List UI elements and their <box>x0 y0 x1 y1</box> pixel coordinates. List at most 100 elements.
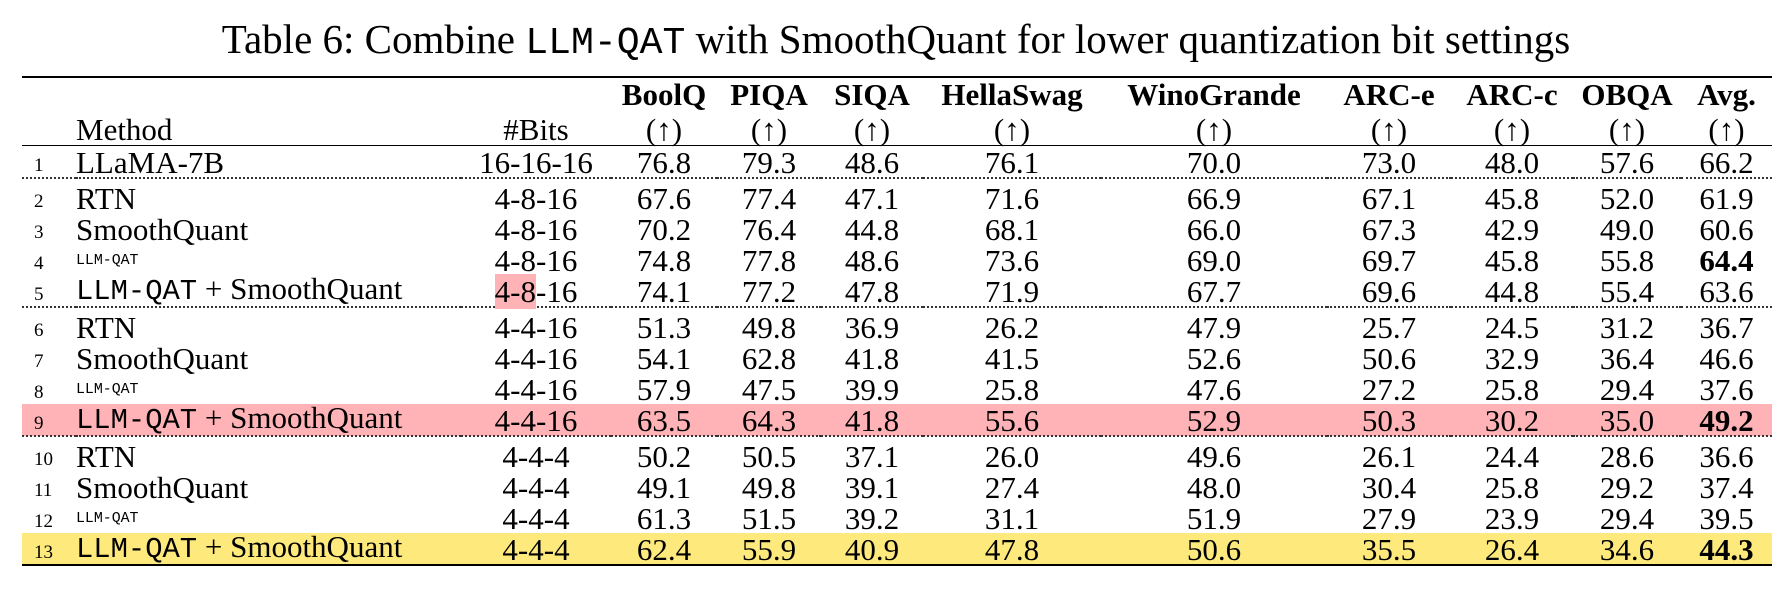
cell-obqa: 29.4 <box>1599 372 1655 407</box>
row-bits: 4-8-16 <box>494 243 578 278</box>
cell-arc-c: 25.8 <box>1484 470 1540 505</box>
cell-hellaswag: 31.1 <box>984 501 1040 536</box>
row-method-code: LLM-QAT <box>76 404 198 437</box>
row-bits: 4-4-4 <box>461 533 611 566</box>
cell-arc-e: 35.5 <box>1327 533 1451 566</box>
header-method: Method <box>76 112 461 146</box>
cell-obqa: 28.6 <box>1573 435 1681 472</box>
cell-arc-c: 45.8 <box>1451 177 1573 214</box>
header-arc-e: ARC-e <box>1327 76 1451 112</box>
row-index: 3 <box>34 222 44 243</box>
results-table-container: BoolQ PIQA SIQA HellaSwag WinoGrande ARC… <box>22 76 1772 566</box>
table-row: 4 LLM-QAT 4-8-16 74.8 77.8 48.6 73.6 69.… <box>22 243 1772 278</box>
header-row-arrows: Method #Bits (↑) (↑) (↑) (↑) (↑) (↑) (↑)… <box>22 112 1772 146</box>
cell-piqa: 49.8 <box>717 306 821 343</box>
cell-winogrande: 66.9 <box>1101 177 1327 214</box>
cell-winogrande: 47.6 <box>1186 372 1242 407</box>
cell-arc-c: 25.8 <box>1484 372 1540 407</box>
cell-boolq: 74.1 <box>636 274 692 309</box>
cell-winogrande: 66.0 <box>1186 212 1242 247</box>
bits-highlight: 4-8 <box>494 274 536 309</box>
cell-hellaswag: 73.6 <box>984 243 1040 278</box>
cell-arc-c: 45.8 <box>1484 243 1540 278</box>
table-row-highlighted: 13 LLM-QAT + SmoothQuant 4-4-4 62.4 55.9… <box>22 531 1772 566</box>
row-index: 9 <box>22 404 76 436</box>
row-index: 8 <box>34 382 44 403</box>
group-baseline: 1 LLaMA-7B 16-16-16 76.8 79.3 48.6 76.1 … <box>22 146 1772 179</box>
row-bits: 4-4-4 <box>502 501 570 536</box>
arrow-obqa: (↑) <box>1573 112 1681 146</box>
header-arc-c: ARC-c <box>1451 76 1573 112</box>
cell-obqa: 55.4 <box>1599 274 1655 309</box>
table-row: 1 LLaMA-7B 16-16-16 76.8 79.3 48.6 76.1 … <box>22 146 1772 179</box>
row-bits: 4-4-16 <box>461 306 611 343</box>
table-row: 5 LLM-QAT + SmoothQuant 4-8-16 74.1 77.2… <box>22 273 1772 309</box>
row-bits: 4-4-4 <box>502 470 570 505</box>
cell-boolq: 62.4 <box>611 533 717 566</box>
cell-winogrande: 47.9 <box>1101 306 1327 343</box>
cell-boolq: 76.8 <box>636 145 692 180</box>
cell-avg: 63.6 <box>1699 274 1754 309</box>
table-row: 3 SmoothQuant 4-8-16 70.2 76.4 44.8 68.1… <box>22 212 1772 247</box>
cell-avg: 64.4 <box>1699 243 1754 278</box>
cell-hellaswag: 26.2 <box>923 306 1101 343</box>
cell-boolq: 63.5 <box>611 404 717 436</box>
cell-piqa: 79.3 <box>741 145 797 180</box>
row-bits: 4-4-16 <box>461 404 611 436</box>
row-index: 5 <box>34 284 44 305</box>
cell-avg: 37.4 <box>1699 470 1754 505</box>
cell-arc-e: 50.6 <box>1361 341 1417 376</box>
cell-piqa: 50.5 <box>717 435 821 472</box>
cell-siqa: 37.1 <box>821 435 923 472</box>
cell-arc-e: 69.6 <box>1361 274 1417 309</box>
cell-avg: 37.6 <box>1699 372 1754 407</box>
cell-piqa: 76.4 <box>741 212 797 247</box>
cell-siqa: 47.8 <box>844 274 900 309</box>
row-method: LLM-QAT <box>76 253 139 269</box>
cell-obqa: 52.0 <box>1573 177 1681 214</box>
cell-avg: 61.9 <box>1681 177 1772 214</box>
group-4-8-16: 2 RTN 4-8-16 67.6 77.4 47.1 71.6 66.9 67… <box>22 177 1772 309</box>
cell-avg: 66.2 <box>1699 145 1754 180</box>
row-method: LLM-QAT <box>76 382 139 398</box>
row-index: 13 <box>22 533 76 566</box>
cell-piqa: 47.5 <box>741 372 797 407</box>
cell-winogrande: 52.9 <box>1101 404 1327 436</box>
cell-arc-c: 24.5 <box>1451 306 1573 343</box>
row-index: 7 <box>34 351 44 372</box>
header-index-2 <box>22 112 76 146</box>
table-caption: Table 6: Combine LLM-QAT with SmoothQuan… <box>0 14 1792 69</box>
cell-avg: 36.7 <box>1681 306 1772 343</box>
cell-siqa: 41.8 <box>844 341 900 376</box>
cell-arc-c: 30.2 <box>1451 404 1573 436</box>
cell-winogrande: 69.0 <box>1186 243 1242 278</box>
row-index: 4 <box>34 253 44 274</box>
row-bits: 4-4-4 <box>461 435 611 472</box>
cell-winogrande: 67.7 <box>1186 274 1242 309</box>
cell-piqa: 64.3 <box>717 404 821 436</box>
row-index: 10 <box>22 435 76 471</box>
cell-avg: 39.5 <box>1699 501 1754 536</box>
cell-boolq: 70.2 <box>636 212 692 247</box>
cell-arc-c: 26.4 <box>1451 533 1573 566</box>
caption-code: LLM-QAT <box>525 22 686 65</box>
cell-avg: 44.3 <box>1681 533 1772 566</box>
table-row-highlighted: 9 LLM-QAT + SmoothQuant 4-4-16 63.5 64.3… <box>22 402 1772 437</box>
cell-hellaswag: 55.6 <box>923 404 1101 436</box>
row-bits: 4-4-16 <box>494 341 578 376</box>
table-row: 11 SmoothQuant 4-4-4 49.1 49.8 39.1 27.4… <box>22 470 1772 505</box>
arrow-siqa: (↑) <box>821 112 923 146</box>
row-method-code: LLM-QAT <box>76 533 198 566</box>
cell-siqa: 40.9 <box>821 533 923 566</box>
header-row-names: BoolQ PIQA SIQA HellaSwag WinoGrande ARC… <box>22 76 1772 112</box>
header-hellaswag: HellaSwag <box>923 76 1101 112</box>
row-bits: 16-16-16 <box>479 145 593 180</box>
row-method: LLM-QAT + SmoothQuant <box>76 402 461 437</box>
row-index: 2 <box>22 177 76 213</box>
cell-arc-e: 50.3 <box>1327 404 1451 436</box>
cell-piqa: 77.4 <box>717 177 821 214</box>
arrow-hellaswag: (↑) <box>923 112 1101 146</box>
row-method: RTN <box>76 435 461 472</box>
row-method: LLM-QAT <box>76 511 139 527</box>
cell-siqa: 41.8 <box>821 404 923 436</box>
